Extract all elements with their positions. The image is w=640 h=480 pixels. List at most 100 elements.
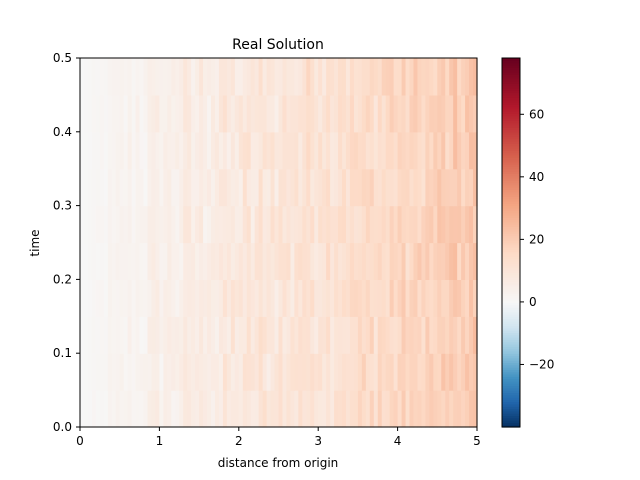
heatmap-cell <box>171 242 176 280</box>
heatmap-cell <box>373 242 379 280</box>
heatmap-cell <box>429 242 434 280</box>
colorbar-segment <box>502 161 520 165</box>
heatmap-cell <box>195 94 200 133</box>
heatmap-cell <box>429 353 434 391</box>
heatmap-cell <box>242 390 248 428</box>
heatmap-cell <box>250 353 256 391</box>
heatmap-cell <box>461 58 466 96</box>
heatmap-cell <box>250 131 256 170</box>
heatmap-cell <box>334 279 339 317</box>
heatmap-cell <box>203 279 208 317</box>
heatmap-cell <box>437 205 442 244</box>
heatmap-cell <box>330 279 335 317</box>
heatmap-cell <box>294 94 299 133</box>
heatmap-cell <box>214 353 220 391</box>
heatmap-cell <box>262 205 268 244</box>
heatmap-cell <box>286 390 292 428</box>
heatmap-cell <box>389 242 395 280</box>
heatmap-cell <box>318 242 323 280</box>
heatmap-cell <box>218 168 224 207</box>
heatmap-cell <box>326 131 331 170</box>
heatmap-cell <box>405 131 411 170</box>
heatmap-cell <box>314 94 319 133</box>
colorbar-segment <box>502 302 520 306</box>
colorbar-segment <box>502 286 520 290</box>
heatmap-cell <box>385 316 391 354</box>
heatmap-cell <box>199 205 204 244</box>
heatmap-cell <box>139 58 145 96</box>
heatmap-cell <box>385 279 391 317</box>
heatmap-cell <box>87 205 93 244</box>
colorbar-segment <box>502 159 520 163</box>
heatmap-cell <box>214 390 220 428</box>
heatmap-cell <box>409 316 415 354</box>
heatmap-cell <box>83 58 89 96</box>
heatmap-cell <box>290 390 295 428</box>
heatmap-cell <box>99 168 105 207</box>
heatmap-cell <box>242 58 248 96</box>
heatmap-cell <box>147 390 153 428</box>
colorbar-ticks: 60 40 20 0 −20 <box>520 107 554 371</box>
heatmap-cell <box>318 279 323 317</box>
heatmap-cell <box>262 353 268 391</box>
heatmap-cell <box>119 131 125 170</box>
heatmap-cell <box>326 168 331 207</box>
heatmap-cell <box>349 205 355 244</box>
x-tick-label: 5 <box>473 434 481 448</box>
colorbar-segment <box>502 184 520 188</box>
heatmap-cell <box>373 353 379 391</box>
heatmap-cell <box>365 316 371 354</box>
heatmap-cell <box>338 205 343 244</box>
heatmap-cell <box>314 279 319 317</box>
heatmap-cell <box>123 316 129 354</box>
heatmap-cell <box>254 168 260 207</box>
heatmap-cell <box>421 131 426 170</box>
colorbar-segment <box>502 376 520 380</box>
heatmap-cell <box>95 279 101 317</box>
heatmap-cell <box>187 390 192 428</box>
heatmap-cell <box>119 279 125 317</box>
heatmap-cell <box>163 131 168 170</box>
heatmap-cell <box>461 279 466 317</box>
heatmap-cell <box>175 242 180 280</box>
heatmap-cell <box>266 205 272 244</box>
heatmap-cell <box>318 205 323 244</box>
heatmap-cell <box>401 131 407 170</box>
heatmap-cell <box>353 58 359 96</box>
heatmap-cell <box>437 390 442 428</box>
heatmap-cell <box>115 242 121 280</box>
heatmap-cell <box>115 390 121 428</box>
colorbar-segment <box>502 304 520 308</box>
heatmap-cell <box>123 94 129 133</box>
heatmap-cell <box>369 390 375 428</box>
heatmap-cell <box>425 94 430 133</box>
heatmap-cell <box>238 242 244 280</box>
heatmap-cell <box>171 316 176 354</box>
heatmap-cell <box>250 316 256 354</box>
heatmap-cell <box>159 390 164 428</box>
colorbar-segment <box>502 108 520 112</box>
heatmap-cell <box>278 94 284 133</box>
x-tick-label: 0 <box>76 434 84 448</box>
heatmap-cell <box>421 94 426 133</box>
heatmap-cell <box>330 58 335 96</box>
heatmap-cell <box>246 168 252 207</box>
heatmap-cell <box>469 242 474 280</box>
heatmap-cell <box>306 390 311 428</box>
heatmap-cell <box>167 58 172 96</box>
heatmap-cell <box>143 94 149 133</box>
heatmap-cell <box>111 242 117 280</box>
heatmap-cell <box>306 353 311 391</box>
heatmap-cell <box>254 316 260 354</box>
heatmap-cell <box>83 242 89 280</box>
heatmap-cell <box>155 242 160 280</box>
y-tick-label: 0.1 <box>53 346 72 360</box>
heatmap-cell <box>242 131 248 170</box>
heatmap-cell <box>353 316 359 354</box>
heatmap-cell <box>250 58 256 96</box>
colorbar-tick-label: 0 <box>529 295 537 309</box>
colorbar-segment <box>502 373 520 377</box>
heatmap-cell <box>191 168 196 207</box>
heatmap-cell <box>290 242 295 280</box>
heatmap-cell <box>409 353 415 391</box>
